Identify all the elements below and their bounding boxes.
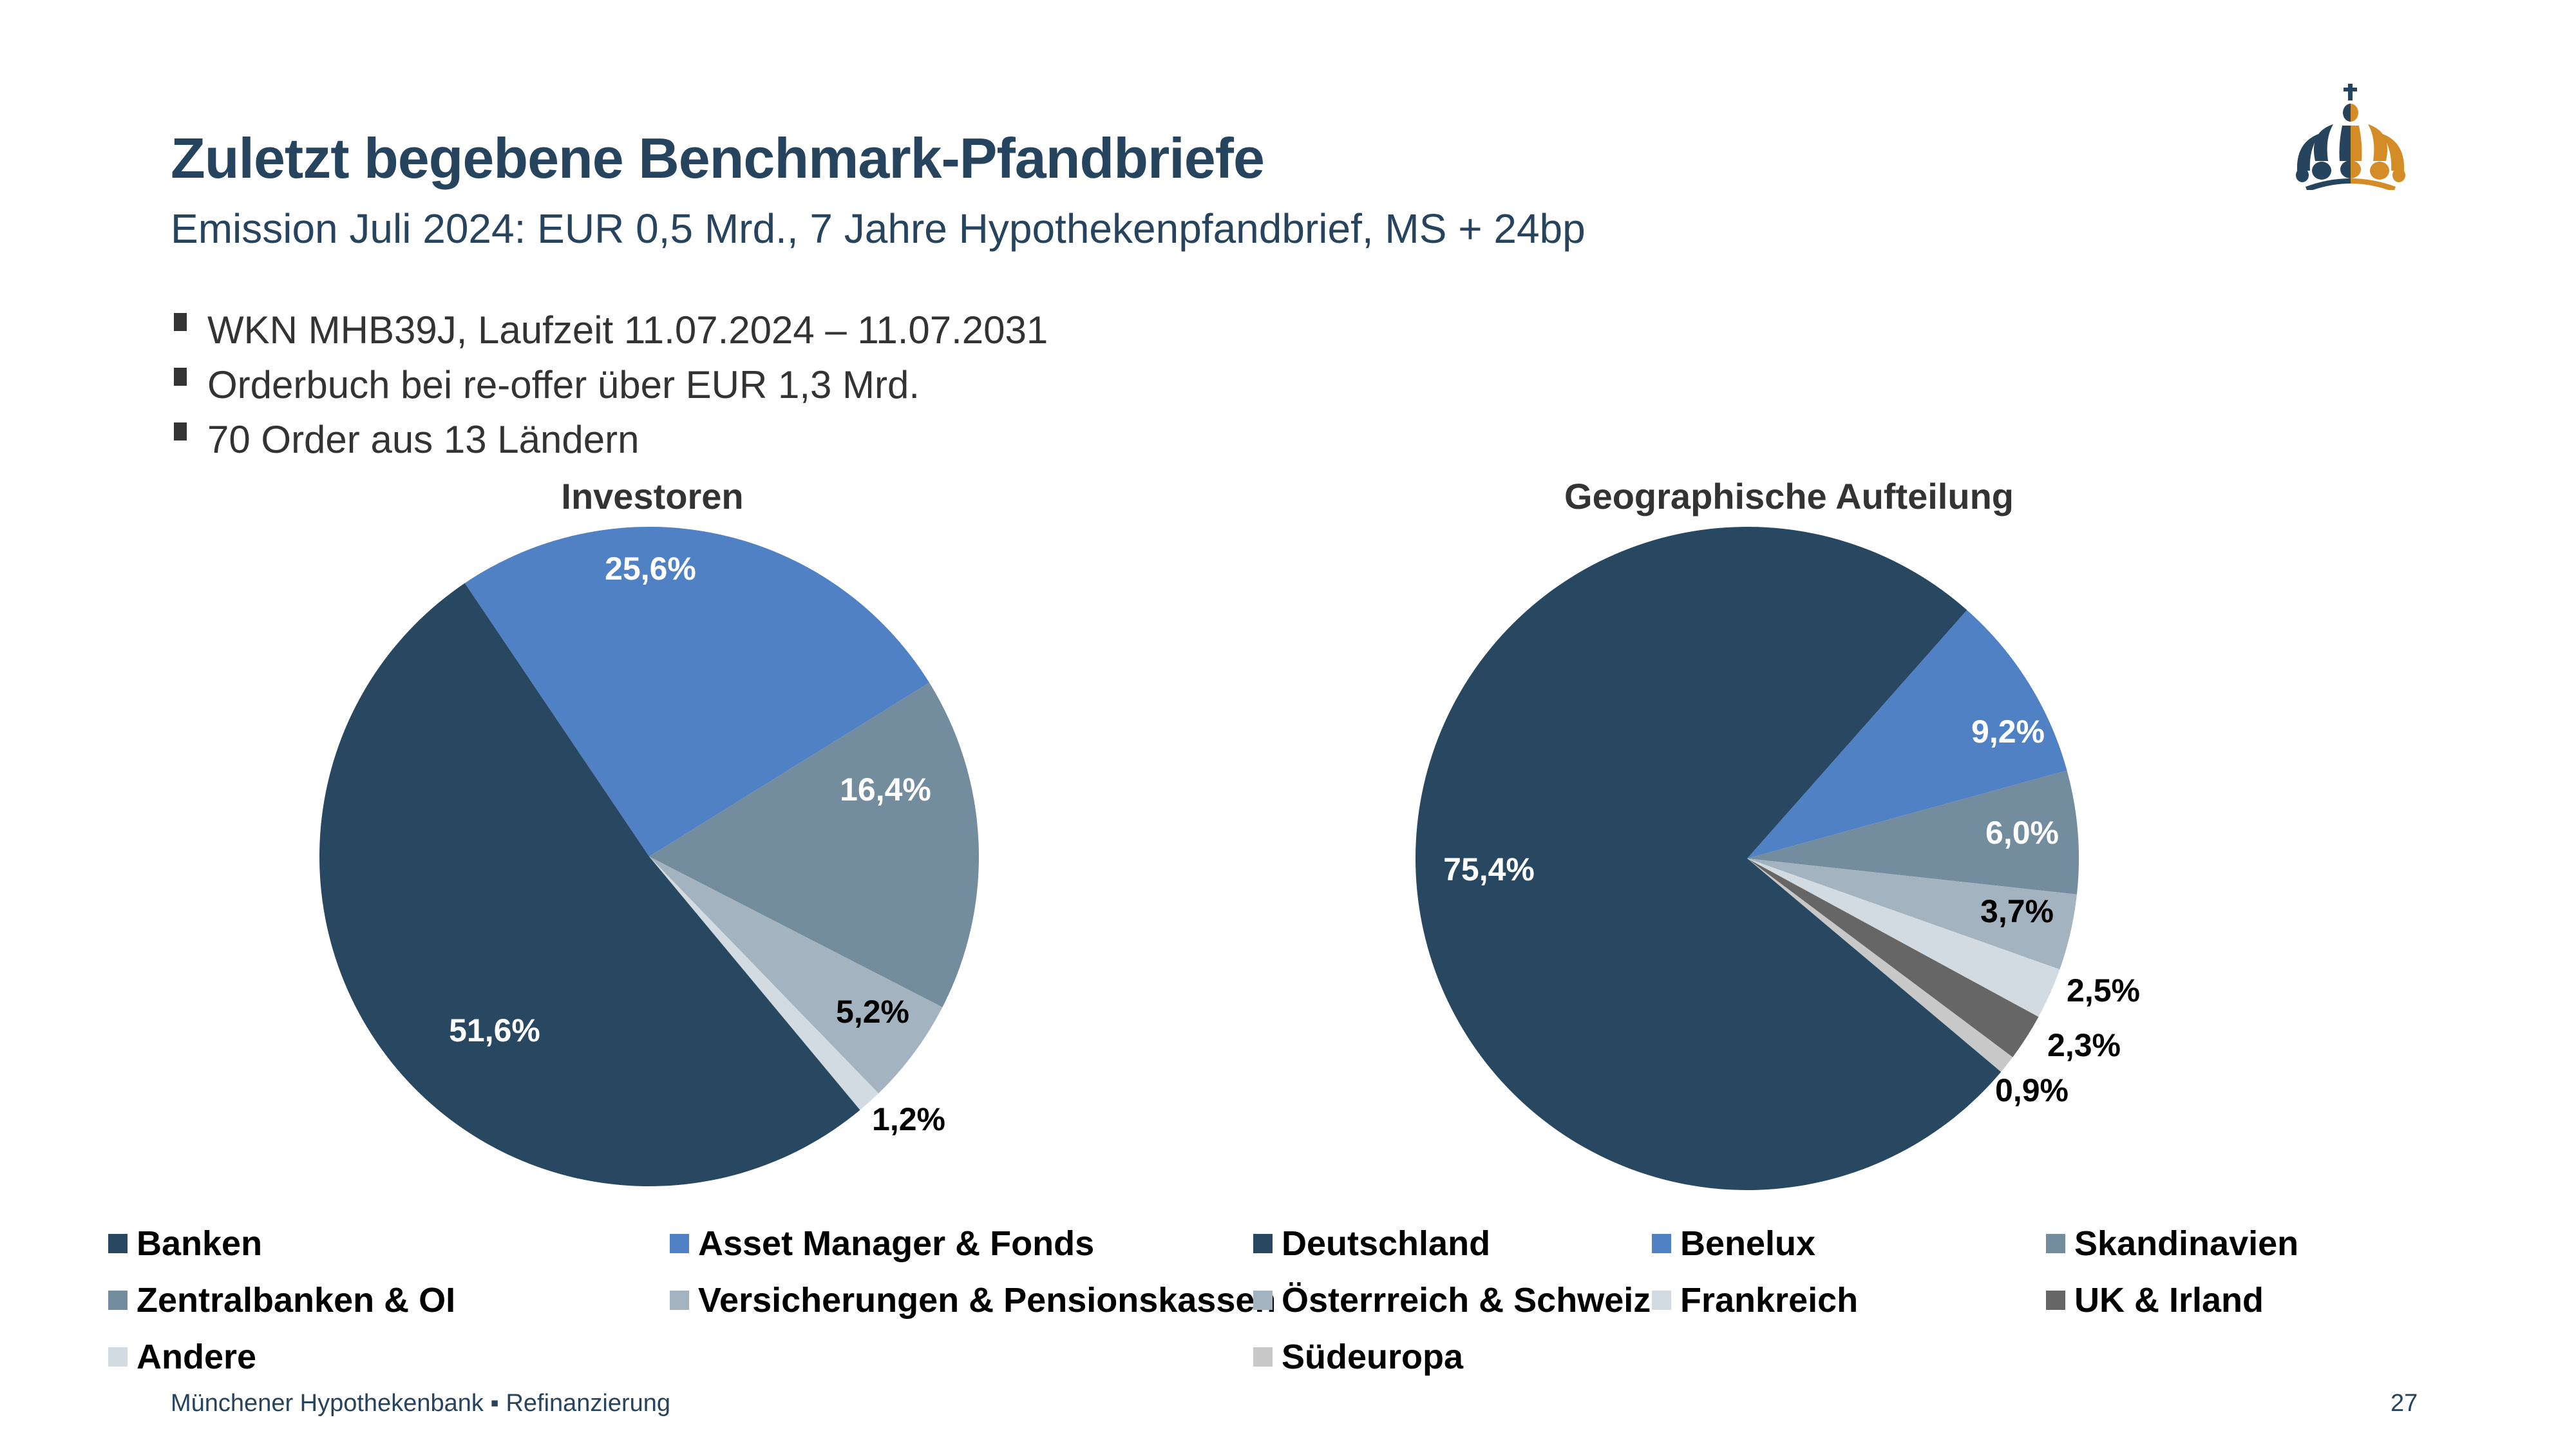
legend-label: Österrreich & Schweiz — [1282, 1281, 1651, 1320]
pie-slice-skandinavien — [1747, 770, 2079, 895]
legend-item: UK & Irland — [2046, 1280, 2264, 1320]
page-title: Zuletzt begebene Benchmark-Pfandbriefe — [171, 126, 1265, 190]
legend-swatch-icon — [2046, 1291, 2065, 1310]
data-label: 2,5% — [2067, 972, 2140, 1009]
legend-item: Deutschland — [1253, 1224, 1490, 1264]
legend-item: Benelux — [1652, 1224, 1815, 1264]
legend-swatch-icon — [670, 1291, 689, 1310]
pie-slice-asset-manager-fonds — [464, 527, 929, 857]
data-label: 1,2% — [872, 1101, 945, 1137]
pie-investoren: 25,6% 16,4% 5,2% 1,2% 51,6% — [319, 527, 980, 1187]
legend-item: Frankreich — [1652, 1280, 1858, 1320]
legend-item: Banken — [108, 1224, 262, 1264]
legend-swatch-icon — [1253, 1291, 1273, 1310]
legend-label: Asset Manager & Fonds — [698, 1224, 1095, 1263]
legend-item: Versicherungen & Pensionskassen — [670, 1280, 1276, 1320]
bullet-square-icon — [174, 368, 187, 386]
legend-swatch-icon — [670, 1234, 689, 1253]
legend-label: Zentralbanken & OI — [137, 1281, 456, 1320]
legend-label: Andere — [137, 1338, 257, 1376]
legend-swatch-icon — [108, 1291, 128, 1310]
bullet-text: WKN MHB39J, Laufzeit 11.07.2024 – 11.07.… — [207, 308, 1048, 352]
legend-label: Frankreich — [1680, 1281, 1859, 1320]
bullet-text: Orderbuch bei re-offer über EUR 1,3 Mrd. — [207, 363, 920, 406]
legend-swatch-icon — [108, 1234, 128, 1253]
pie-slice-versicherungen-pensionskassen — [649, 857, 943, 1094]
legend-label: Deutschland — [1282, 1224, 1491, 1263]
footer-text: Münchener Hypothekenbank ▪ Refinanzierun… — [171, 1390, 671, 1417]
legend-swatch-icon — [2046, 1234, 2065, 1253]
data-label: 16,4% — [840, 772, 931, 808]
legend-swatch-icon — [1253, 1347, 1273, 1367]
pie-slice-uk-irland — [1747, 858, 2039, 1057]
legend-label: UK & Irland — [2074, 1281, 2264, 1320]
pie-slice-benelux — [1747, 610, 2067, 858]
bullet-item: WKN MHB39J, Laufzeit 11.07.2024 – 11.07.… — [174, 308, 1048, 352]
data-label: 2,3% — [2047, 1027, 2121, 1063]
bullet-square-icon — [174, 422, 187, 440]
data-label: 3,7% — [1980, 893, 2054, 929]
data-label: 5,2% — [836, 994, 909, 1030]
pie-slice-deutschland — [1416, 527, 2002, 1191]
pie-slice-österreich-schweiz — [1747, 858, 2077, 970]
legend-swatch-icon — [1652, 1234, 1671, 1253]
legend-item: Asset Manager & Fonds — [670, 1224, 1094, 1264]
legend-swatch-icon — [1253, 1234, 1273, 1253]
data-label: 75,4% — [1443, 851, 1535, 887]
pie-slice-frankreich — [1747, 858, 2060, 1018]
bullet-square-icon — [174, 313, 187, 331]
chart-title-investoren: Investoren — [561, 476, 744, 516]
legend-label: Versicherungen & Pensionskassen — [698, 1281, 1276, 1320]
bullet-item: 70 Order aus 13 Ländern — [174, 417, 639, 462]
crown-logo-icon — [2289, 80, 2412, 193]
pie-slice-banken — [319, 583, 860, 1187]
legend-item: Südeuropa — [1253, 1337, 1463, 1377]
legend-item: Andere — [108, 1337, 256, 1377]
data-label: 6,0% — [1985, 815, 2059, 851]
legend-item: Österrreich & Schweiz — [1253, 1280, 1651, 1320]
pie-slice-andere — [649, 857, 879, 1110]
bullet-item: Orderbuch bei re-offer über EUR 1,3 Mrd. — [174, 363, 920, 407]
chart-title-geographie: Geographische Aufteilung — [1564, 476, 2014, 516]
legend-item: Skandinavien — [2046, 1224, 2298, 1264]
legend-label: Benelux — [1680, 1224, 1816, 1263]
data-label: 9,2% — [1971, 714, 2045, 750]
legend-label: Skandinavien — [2074, 1224, 2299, 1263]
page-number: 27 — [2391, 1390, 2418, 1417]
legend-label: Südeuropa — [1282, 1338, 1464, 1376]
data-label: 51,6% — [449, 1012, 540, 1048]
data-label: 0,9% — [1995, 1072, 2069, 1108]
legend-swatch-icon — [1652, 1291, 1671, 1310]
legend-label: Banken — [137, 1224, 263, 1263]
pie-geographie: 9,2% 6,0% 3,7% 2,5% 2,3% 0,9% 75,4% — [1416, 527, 2140, 1191]
data-label: 25,6% — [605, 551, 696, 587]
legend-item: Zentralbanken & OI — [108, 1280, 455, 1320]
legend-swatch-icon — [108, 1347, 128, 1367]
page-subtitle: Emission Juli 2024: EUR 0,5 Mrd., 7 Jahr… — [171, 205, 1586, 252]
bullet-text: 70 Order aus 13 Ländern — [207, 418, 639, 461]
pie-slice-südeuropa — [1747, 858, 2013, 1072]
pie-slice-zentralbanken-oi — [649, 682, 980, 1008]
